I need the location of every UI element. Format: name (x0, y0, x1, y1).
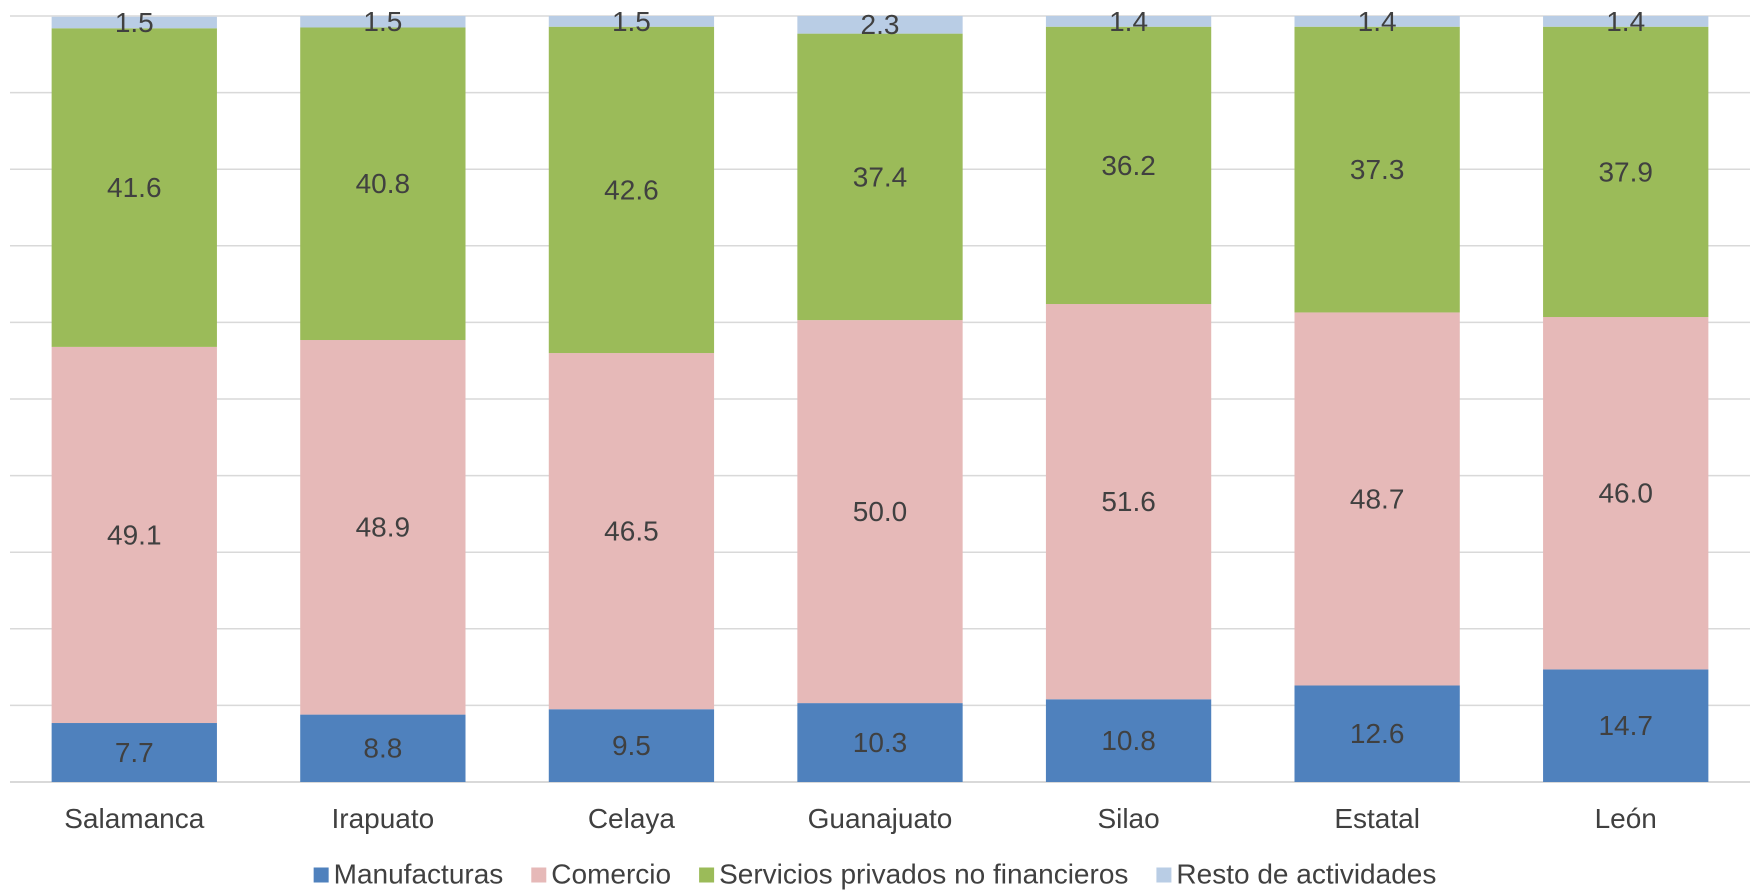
bar-segment-resto-de-actividades (300, 16, 466, 28)
data-label: 41.6 (107, 172, 162, 203)
bar-segment-manufacturas (797, 703, 963, 782)
data-label: 36.2 (1101, 150, 1156, 181)
data-label: 1.4 (1606, 6, 1645, 37)
data-label: 1.4 (1109, 6, 1148, 37)
bar-segment-comercio (797, 320, 963, 704)
data-labels: 7.7 49.1 41.6 1.5 8.8 48.9 40.8 1.5 9.5 46.5 42.6 1… (107, 6, 1653, 768)
data-label: 10.8 (1101, 725, 1156, 756)
data-label: 46.5 (604, 516, 659, 547)
x-tick-label: Celaya (588, 803, 676, 834)
data-label: 50.0 (853, 496, 908, 527)
bar-segment-resto-de-actividades (797, 16, 963, 34)
legend-swatch (531, 867, 547, 883)
x-tick-label: León (1595, 803, 1657, 834)
bar-segment-manufacturas (548, 709, 715, 782)
legend-item: Resto de actividades (1156, 858, 1436, 889)
data-label: 14.7 (1598, 710, 1653, 741)
data-label: 37.4 (853, 161, 908, 192)
bar-segment-comercio (1543, 317, 1709, 670)
x-tick-label: Silao (1097, 803, 1159, 834)
legend-label: Resto de actividades (1176, 858, 1436, 889)
bar-segment-servicios-privados-no-financieros (1294, 26, 1460, 313)
x-tick-label: Salamanca (64, 803, 205, 834)
bar-segment-manufacturas (1045, 699, 1212, 782)
bar-segment-manufacturas (1294, 685, 1460, 782)
bars (51, 16, 1709, 782)
bar-segment-servicios-privados-no-financieros (797, 33, 963, 321)
legend-swatch (699, 867, 715, 883)
data-label: 48.7 (1350, 483, 1405, 514)
legend-label: Manufacturas (334, 858, 504, 889)
data-label: 2.3 (861, 9, 900, 40)
bar-segment-servicios-privados-no-financieros (548, 26, 715, 354)
legend-swatch (313, 867, 329, 883)
data-label: 7.7 (115, 737, 154, 768)
bar-segment-manufacturas (300, 714, 466, 782)
bar-segment-resto-de-actividades (1543, 16, 1709, 27)
bar-segment-manufacturas (1543, 669, 1709, 782)
data-label: 40.8 (356, 168, 411, 199)
data-label: 12.6 (1350, 718, 1405, 749)
data-label: 9.5 (612, 730, 651, 761)
data-label: 46.0 (1598, 478, 1653, 509)
bar-segment-resto-de-actividades (1045, 16, 1212, 27)
legend-item: Manufacturas (313, 858, 504, 889)
bar-segment-comercio (548, 353, 715, 710)
data-label: 51.6 (1101, 486, 1156, 517)
bar-segment-comercio (300, 340, 466, 715)
x-tick-label: Irapuato (331, 803, 434, 834)
bar-segment-resto-de-actividades (51, 16, 217, 29)
bar-segment-servicios-privados-no-financieros (51, 28, 217, 347)
bar-segment-servicios-privados-no-financieros (1543, 26, 1709, 318)
legend-swatch (1156, 867, 1172, 883)
legend: Manufacturas Comercio Servicios privados n… (313, 858, 1436, 889)
data-label: 37.3 (1350, 154, 1405, 185)
legend-item: Servicios privados no financieros (699, 858, 1128, 889)
data-label: 37.9 (1598, 156, 1653, 187)
data-label: 1.5 (115, 7, 154, 38)
bar-segment-comercio (1045, 304, 1212, 700)
data-label: 48.9 (356, 512, 411, 543)
data-label: 42.6 (604, 174, 659, 205)
bar-segment-resto-de-actividades (548, 16, 715, 27)
data-label: 1.5 (363, 6, 402, 37)
x-tick-label: Estatal (1334, 803, 1420, 834)
bar-segment-resto-de-actividades (1294, 16, 1460, 27)
data-label: 1.4 (1358, 6, 1397, 37)
legend-label: Comercio (551, 858, 671, 889)
bar-segment-manufacturas (51, 723, 217, 782)
bar-segment-comercio (1294, 312, 1460, 686)
data-label: 1.5 (612, 6, 651, 37)
x-axis-tick-labels: Salamanca Irapuato Celaya Guanajuato Silao Es… (64, 803, 1657, 834)
bar-segment-comercio (51, 346, 217, 724)
legend-item: Comercio (531, 858, 671, 889)
legend-label: Servicios privados no financieros (719, 858, 1128, 889)
bar-segment-servicios-privados-no-financieros (300, 27, 466, 341)
data-label: 49.1 (107, 519, 162, 550)
data-label: 8.8 (363, 733, 402, 764)
bar-segment-servicios-privados-no-financieros (1045, 26, 1212, 305)
x-tick-label: Guanajuato (808, 803, 953, 834)
data-label: 10.3 (853, 727, 908, 758)
